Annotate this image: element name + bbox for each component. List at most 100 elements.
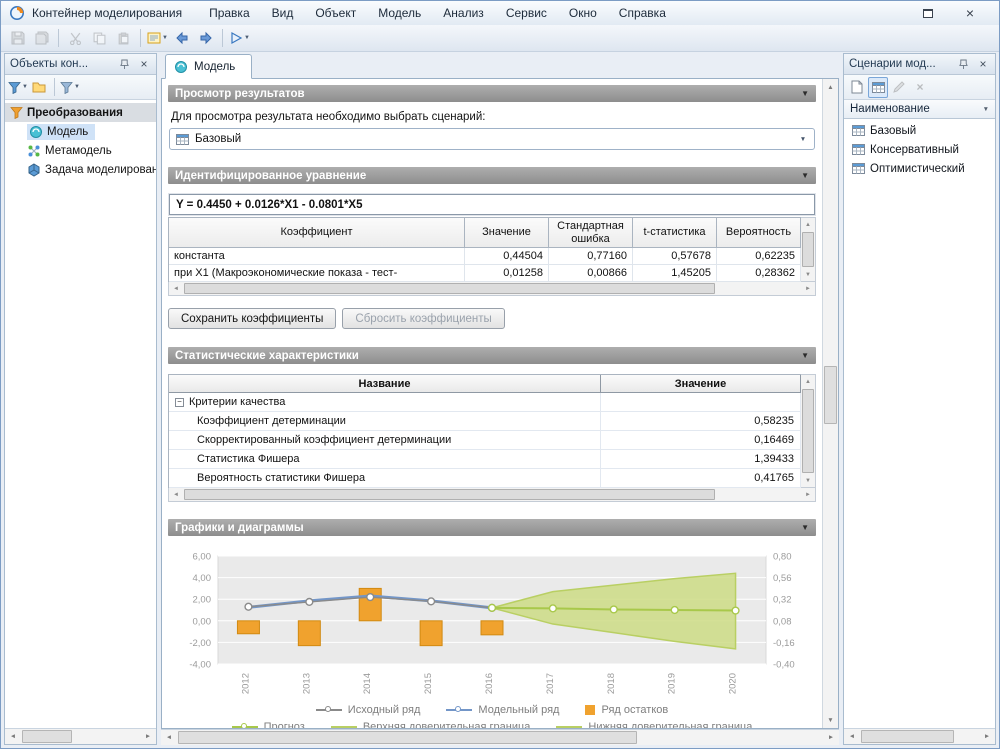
filter-settings-button[interactable]: ▼ <box>60 77 80 98</box>
table-vscrollbar[interactable]: ▲ ▼ <box>801 217 816 282</box>
scrollbar-thumb[interactable] <box>824 366 837 425</box>
section-header-results[interactable]: Просмотр результатов ▼ <box>168 85 816 102</box>
folder-button[interactable] <box>29 77 49 98</box>
panel-close-button[interactable]: × <box>976 57 990 71</box>
scrollbar-track[interactable] <box>860 729 979 744</box>
column-header[interactable]: Значение <box>601 375 801 393</box>
scroll-up-button[interactable]: ▲ <box>801 218 815 231</box>
reset-coefficients-button[interactable]: Сбросить коэффициенты <box>342 308 505 329</box>
pin-button[interactable] <box>956 57 970 71</box>
scroll-right-button[interactable]: ► <box>140 729 156 744</box>
scroll-left-button[interactable]: ◄ <box>844 729 860 744</box>
scrollbar-track[interactable] <box>183 282 801 295</box>
menu-model[interactable]: Модель <box>378 6 422 20</box>
collapse-icon[interactable]: ▼ <box>801 89 809 98</box>
scrollbar-thumb[interactable] <box>802 389 814 473</box>
toolbar-save-all-button[interactable] <box>30 27 53 49</box>
scrollbar-track[interactable] <box>21 729 140 744</box>
tree-item-metamodel[interactable]: Метамодель <box>5 141 156 160</box>
column-header[interactable]: Коэффициент <box>169 218 465 248</box>
scenarios-column-header[interactable]: Наименование ▼ <box>844 100 995 119</box>
combobox-dropdown-button[interactable]: ▼ <box>795 130 811 148</box>
scrollbar-thumb[interactable] <box>178 731 637 744</box>
scroll-right-button[interactable]: ► <box>979 729 995 744</box>
scroll-up-button[interactable]: ▲ <box>801 375 815 388</box>
column-header[interactable]: Вероятность <box>717 218 801 248</box>
section-header-charts[interactable]: Графики и диаграммы ▼ <box>168 519 816 536</box>
tab-model[interactable]: Модель <box>165 54 253 79</box>
pin-button[interactable] <box>117 57 131 71</box>
scrollbar-track[interactable] <box>801 388 815 474</box>
scenario-item-optimistic[interactable]: Оптимистический <box>844 159 995 178</box>
section-header-statistics[interactable]: Статистические характеристики ▼ <box>168 347 816 364</box>
equation-formula[interactable]: Y = 0.4450 + 0.0126*X1 - 0.0801*X5 <box>169 194 815 215</box>
tree-item-transformations[interactable]: Преобразования <box>5 103 156 122</box>
column-header[interactable]: Значение <box>465 218 549 248</box>
scroll-left-button[interactable]: ◄ <box>5 729 21 744</box>
save-coefficients-button[interactable]: Сохранить коэффициенты <box>168 308 337 329</box>
toolbar-back-button[interactable] <box>170 27 193 49</box>
collapse-icon[interactable]: ▼ <box>801 171 809 180</box>
scroll-down-button[interactable]: ▼ <box>801 474 815 487</box>
column-header[interactable]: t-статистика <box>633 218 717 248</box>
chevron-down-icon[interactable]: ▼ <box>982 105 989 113</box>
tree-item-modeling-task[interactable]: Задача моделирования <box>5 160 156 179</box>
scroll-right-button[interactable]: ► <box>801 282 815 295</box>
edit-scenario-button[interactable] <box>889 77 909 98</box>
objects-panel-hscrollbar[interactable]: ◄ ► <box>5 728 156 744</box>
scenario-item-conservative[interactable]: Консервативный <box>844 140 995 159</box>
collapse-icon[interactable]: ▼ <box>801 351 809 360</box>
scrollbar-track[interactable] <box>801 231 815 268</box>
menu-edit[interactable]: Правка <box>209 6 250 20</box>
collapse-icon[interactable]: ▼ <box>801 523 809 532</box>
table-vscrollbar[interactable]: ▲ ▼ <box>801 374 816 488</box>
menu-help[interactable]: Справка <box>618 6 666 20</box>
scenario-item-basic[interactable]: Базовый <box>844 121 995 140</box>
scroll-up-button[interactable]: ▲ <box>823 79 838 95</box>
toolbar-run-button[interactable]: ▼ <box>228 27 251 49</box>
table-hscrollbar[interactable]: ◄ ► <box>168 282 816 296</box>
scroll-left-button[interactable]: ◄ <box>169 282 183 295</box>
scenario-combobox[interactable]: Базовый ▼ <box>169 128 815 150</box>
scrollbar-thumb[interactable] <box>861 730 954 743</box>
main-hscrollbar[interactable]: ◄ ► <box>161 729 839 745</box>
menu-analysis[interactable]: Анализ <box>443 6 484 20</box>
main-vscrollbar[interactable]: ▲ ▼ <box>822 79 838 728</box>
panel-close-button[interactable]: × <box>137 57 151 71</box>
column-header[interactable]: Стандартная ошибка <box>549 218 633 248</box>
restore-button[interactable] <box>917 4 939 22</box>
group-row[interactable]: − Критерии качества <box>169 393 601 412</box>
scrollbar-track[interactable] <box>177 730 823 745</box>
scroll-left-button[interactable]: ◄ <box>169 488 183 501</box>
tree-item-model[interactable]: Модель <box>5 122 156 141</box>
menu-object[interactable]: Объект <box>315 6 357 20</box>
scrollbar-thumb[interactable] <box>22 730 72 743</box>
delete-scenario-button[interactable]: × <box>910 77 930 98</box>
close-button[interactable]: × <box>959 4 981 22</box>
scenarios-panel-hscrollbar[interactable]: ◄ ► <box>844 728 995 744</box>
toolbar-save-button[interactable] <box>6 27 29 49</box>
scrollbar-thumb[interactable] <box>184 489 716 500</box>
menu-service[interactable]: Сервис <box>505 6 547 20</box>
scroll-right-button[interactable]: ► <box>801 488 815 501</box>
table-hscrollbar[interactable]: ◄ ► <box>168 488 816 502</box>
toolbar-paste-button[interactable] <box>112 27 135 49</box>
section-header-equation[interactable]: Идентифицированное уравнение ▼ <box>168 167 816 184</box>
toolbar-copy-button[interactable] <box>88 27 111 49</box>
scroll-left-button[interactable]: ◄ <box>161 730 177 745</box>
scroll-down-button[interactable]: ▼ <box>823 712 838 728</box>
scrollbar-thumb[interactable] <box>184 283 716 294</box>
filter-button[interactable]: ▼ <box>8 77 28 98</box>
scenario-view-button[interactable] <box>868 76 888 98</box>
scrollbar-thumb[interactable] <box>802 232 814 267</box>
menu-view[interactable]: Вид <box>271 6 294 20</box>
toolbar-forward-button[interactable] <box>194 27 217 49</box>
toolbar-notes-button[interactable]: ▼ <box>146 27 169 49</box>
scroll-right-button[interactable]: ► <box>823 730 839 745</box>
scroll-down-button[interactable]: ▼ <box>801 268 815 281</box>
column-header[interactable]: Название <box>169 375 601 393</box>
collapse-group-icon[interactable]: − <box>175 397 184 407</box>
toolbar-cut-button[interactable] <box>64 27 87 49</box>
scrollbar-track[interactable] <box>823 95 838 712</box>
scrollbar-track[interactable] <box>183 488 801 501</box>
